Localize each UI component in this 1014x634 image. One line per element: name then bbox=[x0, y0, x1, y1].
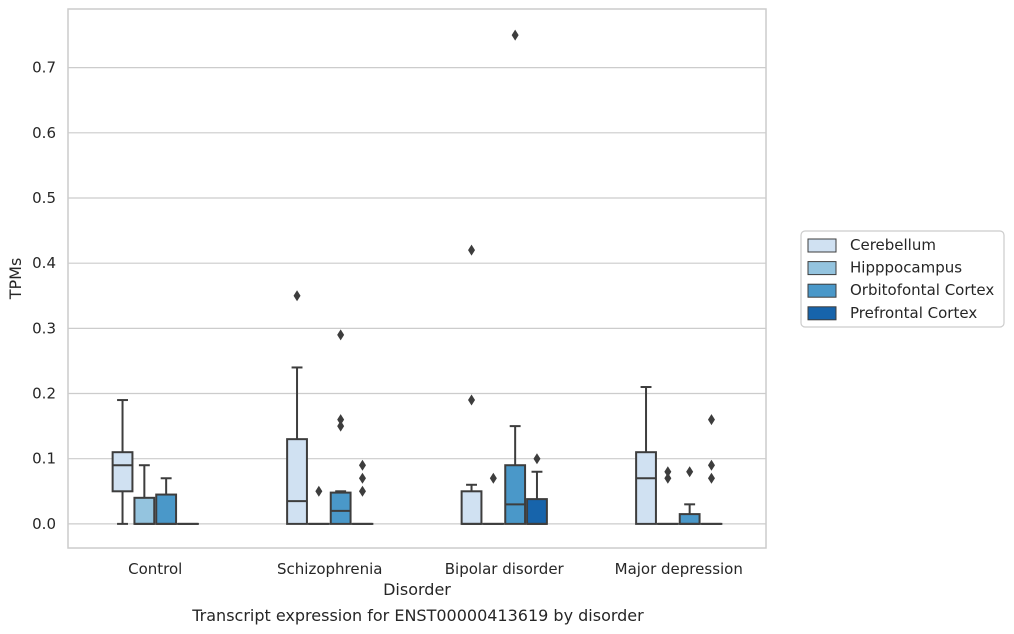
box-cerebellum bbox=[111, 399, 134, 525]
box-hipppocampus bbox=[133, 464, 156, 525]
y-tick-label: 0.0 bbox=[32, 515, 56, 533]
outlier-point bbox=[337, 329, 345, 341]
outlier-point bbox=[707, 414, 715, 426]
y-tick-label: 0.4 bbox=[32, 254, 56, 272]
legend-label: Hipppocampus bbox=[850, 259, 962, 277]
figure-caption: Transcript expression for ENST0000041361… bbox=[192, 606, 644, 625]
box-orbitofontal-cortex bbox=[678, 466, 701, 525]
box-prefrontal-cortex bbox=[351, 459, 374, 525]
y-axis-label: TPMs bbox=[6, 258, 25, 301]
box-hipppocampus bbox=[307, 485, 330, 525]
box-body bbox=[286, 438, 308, 525]
outlier-point bbox=[686, 466, 694, 478]
box-body bbox=[504, 464, 527, 525]
outlier-point bbox=[315, 485, 323, 497]
box-body bbox=[678, 513, 701, 525]
box-cerebellum bbox=[460, 244, 483, 525]
legend-swatch bbox=[807, 306, 837, 321]
y-tick-label: 0.2 bbox=[32, 385, 56, 403]
box-plot-series bbox=[111, 29, 723, 525]
axes: 0.0 0.1 0.2 0.3 0.4 0.5 0.6 0.7 Control Schizophr… bbox=[6, 8, 767, 599]
box-body bbox=[526, 498, 548, 525]
outlier-point bbox=[664, 472, 672, 484]
y-tick-label: 0.7 bbox=[32, 59, 56, 77]
box-orbitofontal-cortex bbox=[155, 477, 178, 525]
outlier-point bbox=[337, 414, 345, 426]
box-hipppocampus bbox=[656, 466, 679, 525]
legend-frame bbox=[800, 230, 1005, 328]
box-body bbox=[155, 493, 178, 525]
box-body bbox=[133, 496, 156, 525]
outlier-point bbox=[664, 466, 672, 478]
outlier-point bbox=[358, 459, 366, 471]
outlier-point bbox=[707, 472, 715, 484]
box-cerebellum bbox=[635, 386, 657, 525]
box-orbitofontal-cortex bbox=[504, 29, 527, 525]
box-orbitofontal-cortex bbox=[329, 329, 352, 525]
outlier-point bbox=[358, 472, 366, 484]
outlier-point bbox=[511, 29, 519, 41]
y-tick-label: 0.1 bbox=[32, 450, 56, 468]
legend-label: Orbitofontal Cortex bbox=[850, 281, 994, 299]
y-tick-label: 0.6 bbox=[32, 124, 56, 142]
outlier-point bbox=[293, 290, 301, 302]
y-tick-label: 0.3 bbox=[32, 319, 56, 337]
outlier-point bbox=[468, 244, 476, 256]
legend-label: Cerebellum bbox=[850, 236, 936, 254]
box-body bbox=[460, 490, 483, 525]
outlier-point bbox=[337, 420, 345, 432]
box-prefrontal-cortex bbox=[526, 453, 548, 525]
legend-swatch bbox=[807, 261, 837, 276]
box-prefrontal-cortex bbox=[700, 414, 723, 525]
box-cerebellum bbox=[286, 290, 308, 525]
x-tick-label: Major depression bbox=[615, 560, 743, 578]
grid-lines bbox=[68, 67, 766, 525]
x-tick-label: Schizophrenia bbox=[277, 560, 382, 578]
outlier-point bbox=[707, 459, 715, 471]
outlier-point bbox=[468, 394, 476, 406]
outlier-point bbox=[489, 472, 497, 484]
outlier-point bbox=[358, 485, 366, 497]
legend-label: Prefrontal Cortex bbox=[850, 304, 977, 322]
x-axis-label: Disorder bbox=[383, 580, 451, 599]
legend-swatch bbox=[807, 238, 837, 253]
outlier-point bbox=[533, 453, 541, 465]
x-tick-label: Control bbox=[128, 560, 182, 578]
box-body bbox=[635, 451, 657, 525]
box-body bbox=[111, 451, 134, 493]
plot-frame bbox=[67, 8, 767, 549]
y-tick-label: 0.5 bbox=[32, 189, 56, 207]
box-body bbox=[329, 491, 352, 525]
legend: Cerebellum Hipppocampus Orbitofontal Corte… bbox=[800, 230, 1005, 328]
box-hipppocampus bbox=[482, 472, 505, 525]
x-tick-label: Bipolar disorder bbox=[445, 560, 565, 578]
legend-swatch bbox=[807, 283, 837, 298]
